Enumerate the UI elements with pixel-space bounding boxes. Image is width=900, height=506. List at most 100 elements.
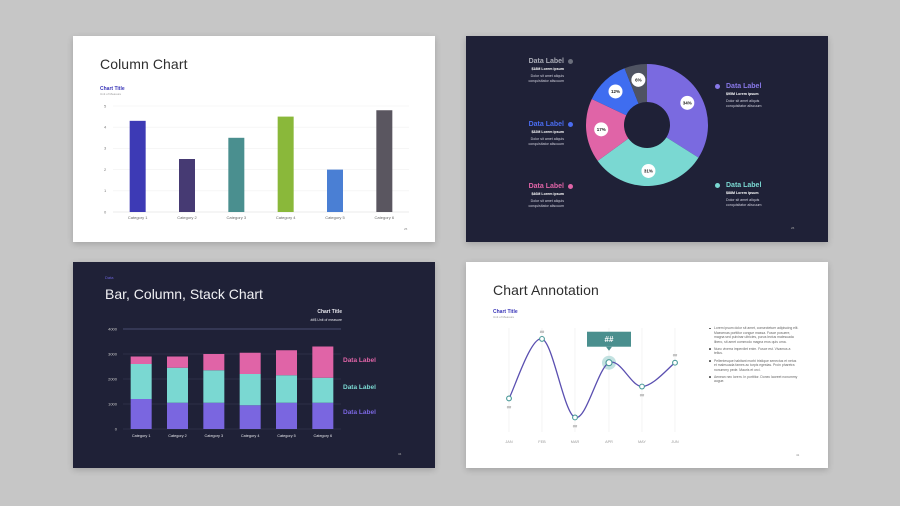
slice-percent: 6% xyxy=(635,77,642,82)
legend-dot-purple xyxy=(715,84,720,89)
y-tick-label: 0 xyxy=(115,426,118,431)
y-tick-label: 3000 xyxy=(108,351,118,356)
legend-dot-gray xyxy=(568,59,573,64)
stack-segment xyxy=(312,402,334,429)
x-tick-label: MAR xyxy=(571,440,580,444)
data-amount: $18M Lorem ipsum xyxy=(531,67,564,71)
data-label-block: Data Label $88M Lorem ipsum Dolor sit am… xyxy=(726,182,816,208)
data-desc: Dolor sit amet aliquis conquisitator alis… xyxy=(726,198,762,207)
stacked-column-chart: 0 1000 2000 3000 4000 Category 1 Category 2 Cat… xyxy=(108,326,341,438)
x-tick-label: Category 5 xyxy=(277,434,296,438)
data-amount: $88M Lorem ipsum xyxy=(726,191,759,195)
y-tick-label: 4 xyxy=(104,125,107,130)
data-label: Data Label xyxy=(726,182,762,189)
bullet-item: Pellentesque habitant morbi tristique se… xyxy=(709,359,799,373)
y-tick-label: 2000 xyxy=(108,376,118,381)
slide-chart-annotation[interactable]: Chart Annotation Chart Title Unit of Mea… xyxy=(466,262,828,468)
legend-dot-teal xyxy=(715,183,720,188)
bar xyxy=(228,137,245,212)
stack-segment xyxy=(239,374,261,406)
slide-stack-chart[interactable]: Data Bar, Column, Stack Chart Chart Titl… xyxy=(73,262,435,468)
x-tick-label: Category 3 xyxy=(227,215,247,220)
data-amount: $46M Lorem ipsum xyxy=(531,192,564,196)
bullet-item: Nunc viverra imperdiet enim. Fusce est. … xyxy=(709,347,799,356)
data-amount: $32M Lorem ipsum xyxy=(531,130,564,134)
slide-title: Column Chart xyxy=(100,56,188,72)
legend-dot-blue xyxy=(568,122,573,127)
slice-label-badge xyxy=(631,72,646,87)
x-tick-label: Category 6 xyxy=(314,434,333,438)
y-tick-label: 2 xyxy=(104,167,107,172)
donut-chart: 34% 31% 17% 12% 6% xyxy=(586,64,708,186)
bar xyxy=(277,116,294,212)
y-tick-label: 5 xyxy=(104,103,107,108)
point-label: ## xyxy=(673,353,678,358)
stack-segment xyxy=(239,352,261,374)
bar xyxy=(376,110,393,212)
x-tick-label: Category 4 xyxy=(241,434,260,438)
annotation-callout xyxy=(587,331,631,347)
slide-column-chart[interactable]: Column Chart Chart Title Unit of Measure… xyxy=(73,36,435,242)
chart-title: Chart Title xyxy=(317,309,342,315)
page-number: 41 xyxy=(796,453,800,457)
x-tick-label: Category 1 xyxy=(128,215,148,220)
slice-percent: 31% xyxy=(644,169,653,174)
stack-segment xyxy=(203,402,225,429)
data-desc: Dolor sit amet aliquis conquisitator alis… xyxy=(528,199,564,208)
line-series xyxy=(508,338,676,419)
x-tick-label: Category 2 xyxy=(177,215,197,220)
donut-slice xyxy=(597,137,699,186)
series-label-purple: Data Label xyxy=(343,409,376,416)
data-label-block: Data Label $32M Lorem ipsum Dolor sit am… xyxy=(474,121,564,147)
y-tick-label: 1000 xyxy=(108,401,118,406)
bar xyxy=(129,120,146,212)
slide-donut-chart[interactable]: 34% 31% 17% 12% 6% Data Label $18M Lorem ips… xyxy=(466,36,828,242)
x-tick-label: MAY xyxy=(638,440,646,444)
x-tick-label: Category 3 xyxy=(205,434,224,438)
slice-label-badge xyxy=(641,163,656,178)
data-label: Data Label xyxy=(726,83,762,90)
data-desc: Dolor sit amet aliquis conquisitator alis… xyxy=(528,74,564,83)
chart-title: Chart Title xyxy=(493,309,518,315)
x-tick-label: APR xyxy=(605,440,613,444)
stack-segment xyxy=(130,399,152,429)
data-label-block: Data Label $18M Lorem ipsum Dolor sit am… xyxy=(474,58,564,84)
point-label: ## xyxy=(540,329,545,334)
x-tick-label: JUN xyxy=(671,440,679,444)
slide-title: Bar, Column, Stack Chart xyxy=(105,286,263,302)
y-tick-label: 4000 xyxy=(108,326,118,331)
chart-unit: ##$ Unit of measure xyxy=(310,318,342,322)
slice-percent: 34% xyxy=(683,100,692,105)
series-label-teal: Data Label xyxy=(343,384,376,391)
stack-segment xyxy=(239,405,261,429)
data-point xyxy=(539,335,545,342)
data-label-block: Data Label $46M Lorem ipsum Dolor sit am… xyxy=(474,183,564,209)
point-label: ## xyxy=(640,393,645,398)
donut-slice xyxy=(647,64,708,158)
slice-label-badge xyxy=(608,84,623,99)
data-point xyxy=(605,359,613,367)
bullet-item: Lorem ipsum dolor sit amet, consectetuer… xyxy=(709,326,799,344)
stack-segment xyxy=(130,364,152,399)
bar xyxy=(327,169,343,212)
bar xyxy=(179,159,195,212)
y-tick-label: 3 xyxy=(104,146,107,151)
page-number: 34 xyxy=(398,452,402,456)
x-tick-label: Category 4 xyxy=(276,215,296,220)
x-tick-label: Category 5 xyxy=(325,215,345,220)
data-label: Data Label xyxy=(528,121,564,128)
stack-segment xyxy=(276,402,297,429)
x-tick-label: Category 1 xyxy=(132,434,151,438)
stack-segment xyxy=(203,354,225,371)
stack-segment xyxy=(167,367,188,403)
x-tick-label: Category 6 xyxy=(375,215,395,220)
data-amount: $95M Lorem ipsum xyxy=(726,92,759,96)
legend-dot-pink xyxy=(568,184,573,189)
stack-segment xyxy=(276,375,297,403)
data-label-block: Data Label $95M Lorem ipsum Dolor sit am… xyxy=(726,83,816,109)
data-desc: Dolor sit amet aliquis conquisitator alis… xyxy=(726,99,762,108)
stack-segment xyxy=(312,346,334,378)
page-number: 26 xyxy=(791,226,795,230)
stack-segment xyxy=(130,356,152,364)
data-point xyxy=(672,359,678,366)
